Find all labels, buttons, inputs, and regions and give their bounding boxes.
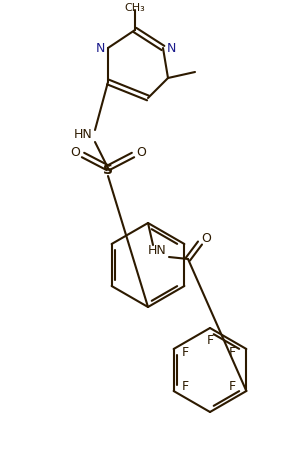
Text: N: N: [166, 41, 176, 55]
Text: HN: HN: [148, 245, 166, 258]
Text: F: F: [229, 347, 236, 359]
Text: O: O: [70, 146, 80, 159]
Text: F: F: [182, 381, 189, 393]
Text: F: F: [229, 381, 236, 393]
Text: F: F: [182, 347, 189, 359]
Text: CH₃: CH₃: [125, 3, 146, 13]
Text: S: S: [103, 163, 113, 177]
Text: F: F: [206, 334, 214, 347]
Text: O: O: [136, 146, 146, 159]
Text: HN: HN: [74, 129, 92, 142]
Text: N: N: [95, 41, 105, 55]
Text: O: O: [201, 233, 211, 246]
